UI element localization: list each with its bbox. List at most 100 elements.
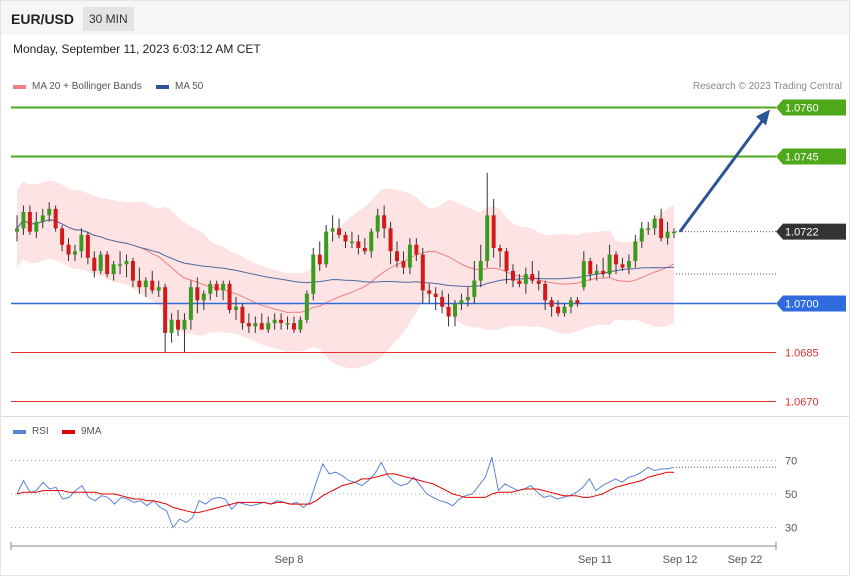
rsi-label: RSI	[32, 426, 49, 437]
credit-text: Research © 2023 Trading Central	[692, 81, 842, 92]
projection-arrow-head	[756, 109, 770, 126]
candle	[478, 244, 483, 288]
candle	[420, 247, 425, 304]
candle	[85, 231, 90, 265]
candle-body	[420, 254, 425, 291]
candle	[356, 234, 361, 255]
level-label: 1.0722	[785, 227, 819, 239]
candle-body	[543, 283, 548, 301]
candle	[414, 238, 419, 262]
candle-body	[356, 241, 361, 248]
candle-body	[362, 247, 367, 252]
candle	[201, 290, 206, 311]
level-1.0700: 1.0700	[11, 295, 846, 312]
candle-body	[176, 319, 181, 330]
candle-body	[72, 251, 77, 255]
level-1.0670: 1.0670	[11, 397, 819, 409]
timeframe-button[interactable]: 30 MIN	[83, 7, 134, 31]
candle-body	[47, 208, 52, 216]
legend-ma20: MA 20 + Bollinger Bands	[13, 81, 142, 92]
candle	[472, 261, 477, 304]
level-label: 1.0745	[785, 152, 819, 164]
candle-body	[639, 228, 644, 242]
candle-body	[601, 270, 606, 275]
candle-body	[279, 319, 284, 324]
candle-body	[607, 254, 612, 275]
ma20-swatch	[13, 84, 26, 89]
candle	[324, 225, 329, 268]
candle-body	[401, 261, 406, 268]
rsi-tick-30: 30	[785, 523, 797, 535]
candle-body	[118, 264, 123, 266]
candle-body	[266, 323, 271, 330]
candle-body	[234, 306, 238, 311]
candle-body	[188, 287, 193, 320]
candle	[156, 280, 161, 297]
level-tag	[776, 295, 846, 312]
candle	[234, 296, 238, 320]
candle-body	[272, 319, 277, 324]
candle-body	[246, 323, 251, 327]
candle-body	[163, 287, 168, 333]
candle-body	[324, 231, 329, 265]
level-1.0760: 1.0760	[11, 99, 846, 116]
candle	[626, 254, 631, 275]
candle	[111, 261, 116, 281]
candle	[401, 251, 406, 275]
level-1.0745: 1.0745	[11, 148, 846, 165]
timestamp: Monday, September 11, 2023 6:03:12 AM CE…	[13, 42, 261, 56]
candle	[124, 254, 129, 278]
candle	[182, 313, 187, 353]
symbol-label: EUR/USD	[11, 11, 75, 27]
candle	[240, 303, 245, 330]
candle	[646, 221, 651, 235]
candle-body	[105, 254, 110, 275]
candle-body	[523, 274, 528, 284]
candle-body	[478, 261, 483, 281]
candle	[227, 280, 232, 314]
candle-body	[259, 323, 264, 330]
candle	[433, 287, 438, 311]
level-1.0685: 1.0685	[11, 348, 819, 360]
candle-body	[620, 264, 625, 268]
candle-body	[549, 300, 554, 307]
candle	[169, 313, 174, 343]
candle-body	[221, 283, 226, 291]
x-tick-label: Sep 8	[275, 554, 304, 566]
ma50-swatch	[156, 84, 169, 89]
candle	[465, 287, 470, 307]
candle-body	[349, 241, 354, 243]
candle	[266, 316, 271, 333]
candle	[349, 231, 354, 248]
candle	[208, 280, 213, 301]
candle	[491, 198, 496, 258]
level-label: 1.0700	[785, 299, 819, 311]
header-bar: EUR/USD 30 MIN	[1, 1, 849, 35]
ma9-label: 9MA	[81, 426, 102, 437]
candle	[195, 277, 200, 314]
candle	[143, 277, 148, 297]
candle	[607, 244, 612, 278]
candle-body	[652, 218, 657, 229]
candle	[562, 303, 567, 317]
candle-body	[440, 296, 445, 307]
candle-body	[330, 228, 335, 232]
projection-arrow-shaft	[678, 117, 766, 233]
x-tick-label: Sep 22	[728, 554, 763, 566]
candle-body	[465, 296, 470, 301]
candle-body	[433, 293, 438, 297]
x-tick-label: Sep 11	[578, 554, 612, 566]
candle	[556, 300, 561, 317]
candle-body	[156, 287, 161, 291]
candle	[47, 202, 52, 222]
candle	[330, 215, 335, 242]
legend-9ma: 9MA	[62, 426, 102, 437]
candle-body	[446, 306, 451, 317]
candle-body	[562, 306, 567, 314]
candle-body	[169, 319, 174, 333]
candle-body	[594, 270, 599, 275]
panel-divider	[1, 416, 849, 417]
candle	[40, 208, 45, 229]
candle-body	[626, 261, 631, 268]
